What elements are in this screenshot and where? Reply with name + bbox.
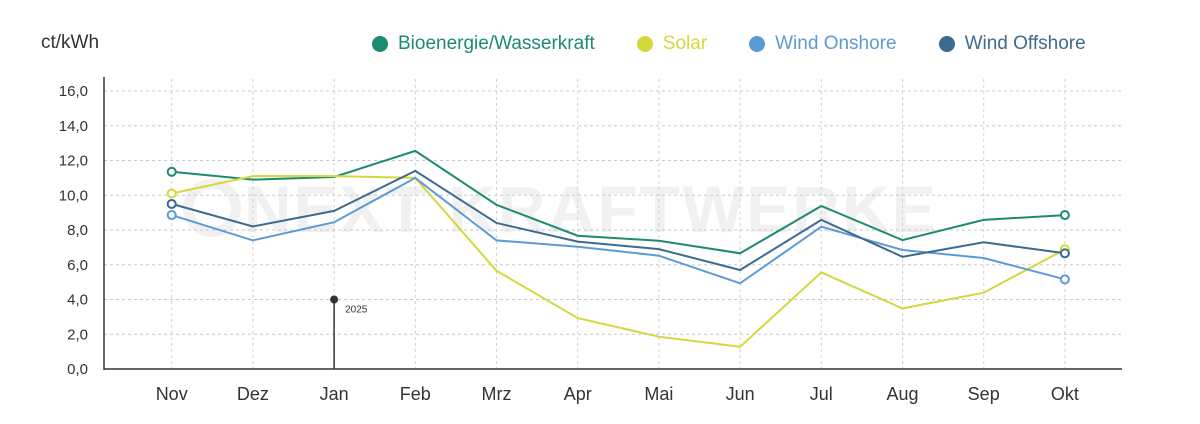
data-point	[166, 188, 177, 199]
y-tick-label: 10,0	[59, 187, 88, 204]
legend-dot-icon	[372, 36, 388, 52]
y-tick-label: 14,0	[59, 118, 88, 135]
series-wind-onshore	[166, 176, 1070, 285]
year-marker-dot	[330, 295, 339, 304]
y-tick-label: 16,0	[59, 83, 88, 100]
data-point	[166, 198, 177, 209]
legend-dot-icon	[749, 36, 766, 52]
legend-item-bioenergie[interactable]: Bioenergie/Wasserkraft	[372, 33, 595, 55]
data-point	[1059, 210, 1070, 221]
watermark-logo-icon	[183, 179, 241, 237]
series-line	[171, 175, 1066, 348]
legend-label: Wind Offshore	[964, 33, 1086, 54]
series-line	[171, 176, 1066, 285]
x-tick-label: Mrz	[482, 384, 512, 404]
x-tick-label: Jun	[726, 384, 755, 404]
x-tick-label: Okt	[1051, 384, 1079, 404]
legend-label: Wind Onshore	[775, 33, 897, 54]
legend-dot-icon	[938, 36, 955, 52]
watermark-text: NEXT KRAFTWERKE	[244, 172, 938, 246]
legend-label: Bioenergie/Wasserkraft	[398, 33, 595, 54]
y-tick-label: 12,0	[59, 153, 88, 170]
legend-item-wind-offshore[interactable]: Wind Offshore	[938, 33, 1086, 55]
watermark: NEXT KRAFTWERKE	[183, 172, 938, 246]
series-wind-offshore	[166, 169, 1070, 272]
y-tick-label: 8,0	[67, 222, 88, 239]
data-point	[166, 210, 177, 221]
x-tick-label: Feb	[400, 384, 431, 404]
x-tick-label: Mai	[644, 384, 673, 404]
legend: Bioenergie/Wasserkraft Solar Wind Onshor…	[372, 33, 1086, 55]
year-marker-label: 2025	[345, 305, 368, 316]
legend-dot-icon	[636, 36, 653, 52]
data-point	[1059, 274, 1070, 285]
x-tick-label: Nov	[156, 384, 188, 404]
y-tick-label: 4,0	[67, 292, 88, 309]
year-marker: 2025	[330, 295, 368, 369]
x-tick-label: Apr	[564, 384, 592, 404]
data-point	[1059, 248, 1070, 259]
legend-item-wind-onshore[interactable]: Wind Onshore	[749, 33, 897, 55]
legend-label: Solar	[662, 33, 708, 54]
x-tick-label: Jan	[320, 384, 349, 404]
series-bioenergie-wasserkraft	[166, 149, 1070, 255]
y-tick-label: 0,0	[67, 361, 88, 378]
series-line	[171, 149, 1065, 255]
x-tick-label: Sep	[968, 384, 1000, 404]
x-tick-label: Jul	[810, 384, 833, 404]
y-tick-label: 6,0	[67, 257, 88, 274]
series-line	[171, 169, 1066, 272]
data-point	[166, 166, 177, 177]
y-axis-unit-label: ct/kWh	[41, 32, 100, 53]
y-tick-label: 2,0	[67, 326, 88, 343]
legend-item-solar[interactable]: Solar	[636, 33, 708, 55]
x-tick-label: Aug	[886, 384, 918, 404]
x-tick-label: Dez	[237, 384, 269, 404]
